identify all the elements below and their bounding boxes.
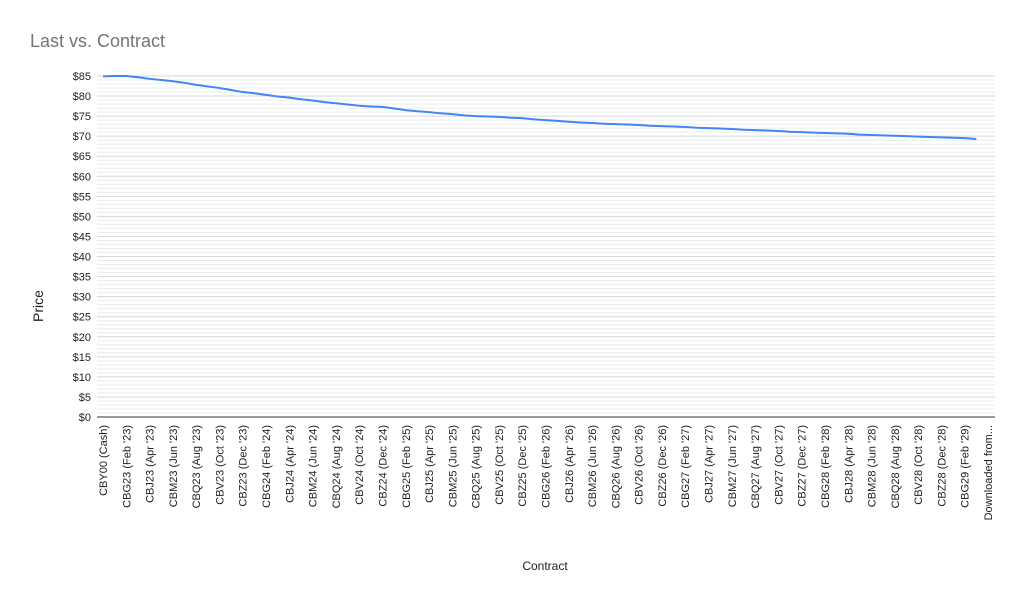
y-tick-label: $5 <box>79 392 91 404</box>
x-tick-label: CBV26 (Oct '26) <box>634 425 646 505</box>
x-tick-label: CBZ23 (Dec '23) <box>238 425 250 507</box>
x-tick-label: CBV23 (Oct '23) <box>214 425 226 505</box>
x-tick-label: CBV27 (Oct '27) <box>773 425 785 505</box>
x-tick-label: CBQ26 (Aug '26) <box>610 425 622 508</box>
y-tick-label: $70 <box>73 131 91 143</box>
x-tick-label: CBG27 (Feb '27) <box>680 425 692 508</box>
x-tick-label: CBM24 (Jun '24) <box>308 425 320 507</box>
y-tick-label: $0 <box>79 412 91 424</box>
x-tick-label: CBQ27 (Aug '27) <box>750 425 762 508</box>
x-tick-label: CBZ24 (Dec '24) <box>377 425 389 507</box>
x-tick-label: CBG23 (Feb '23) <box>121 425 133 508</box>
x-tick-label: CBJ23 (Apr '23) <box>145 425 157 503</box>
x-tick-label: CBV25 (Oct '25) <box>494 425 506 505</box>
x-tick-label: CBG28 (Feb '28) <box>820 425 832 508</box>
x-tick-label: CBZ28 (Dec '28) <box>936 425 948 507</box>
y-tick-label: $35 <box>73 272 91 284</box>
x-tick-label: CBM28 (Jun '28) <box>867 425 879 507</box>
x-tick-label: CBM25 (Jun '25) <box>447 425 459 507</box>
x-tick-label: CBG24 (Feb '24) <box>261 425 273 508</box>
y-tick-label: $15 <box>73 352 91 364</box>
y-tick-label: $25 <box>73 312 91 324</box>
x-tick-label: CBZ25 (Dec '25) <box>517 425 529 507</box>
x-axis-label: Contract <box>522 559 568 573</box>
x-tick-label: CBG26 (Feb '26) <box>541 425 553 508</box>
y-tick-label: $55 <box>73 191 91 203</box>
x-tick-label: CBM26 (Jun '26) <box>587 425 599 507</box>
x-tick-label: CBV24 (Oct '24) <box>354 425 366 505</box>
y-tick-label: $60 <box>73 171 91 183</box>
x-tick-label: CBM27 (Jun '27) <box>727 425 739 507</box>
x-tick-label: Downloaded from... <box>983 425 995 520</box>
x-tick-label: CBJ28 (Apr '28) <box>843 425 855 503</box>
y-tick-label: $50 <box>73 211 91 223</box>
x-tick-label: CBQ25 (Aug '25) <box>471 425 483 508</box>
x-tick-label: CBG29 (Feb '29) <box>960 425 972 508</box>
x-tick-label: CBQ24 (Aug '24) <box>331 425 343 508</box>
y-tick-label: $40 <box>73 252 91 264</box>
chart-title: Last vs. Contract <box>30 31 165 51</box>
y-tick-label: $45 <box>73 231 91 243</box>
x-tick-label: CBJ25 (Apr '25) <box>424 425 436 503</box>
x-tick-label: CBJ27 (Apr '27) <box>704 425 716 503</box>
y-tick-label: $65 <box>73 151 91 163</box>
y-axis-label: Price <box>30 290 46 322</box>
y-tick-label: $75 <box>73 111 91 123</box>
x-tick-label: CBG25 (Feb '25) <box>401 425 413 508</box>
y-tick-label: $10 <box>73 372 91 384</box>
x-tick-label: CBZ26 (Dec '26) <box>657 425 669 507</box>
x-tick-label: CBY00 (Cash) <box>98 425 110 496</box>
x-tick-label: CBV28 (Oct '28) <box>913 425 925 505</box>
x-tick-label: CBJ24 (Apr '24) <box>284 425 296 503</box>
x-tick-label: CBM23 (Jun '23) <box>168 425 180 507</box>
price-line <box>102 75 977 140</box>
x-tick-label: CBZ27 (Dec '27) <box>797 425 809 507</box>
y-tick-label: $80 <box>73 91 91 103</box>
x-tick-label: CBQ28 (Aug '28) <box>890 425 902 508</box>
x-tick-label: CBQ23 (Aug '23) <box>191 425 203 508</box>
x-tick-label: CBJ26 (Apr '26) <box>564 425 576 503</box>
y-tick-label: $20 <box>73 332 91 344</box>
y-tick-label: $85 <box>73 71 91 83</box>
y-tick-label: $30 <box>73 292 91 304</box>
